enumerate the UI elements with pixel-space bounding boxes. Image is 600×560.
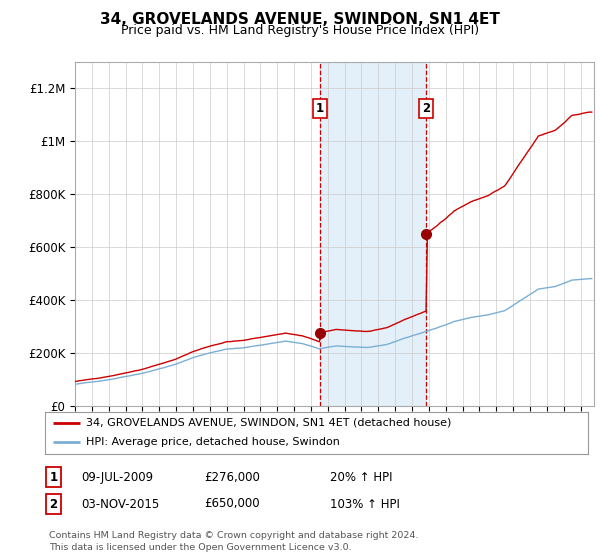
- Text: 09-JUL-2009: 09-JUL-2009: [81, 470, 153, 484]
- Text: 2: 2: [49, 497, 58, 511]
- Text: 34, GROVELANDS AVENUE, SWINDON, SN1 4ET (detached house): 34, GROVELANDS AVENUE, SWINDON, SN1 4ET …: [86, 418, 451, 428]
- Text: Price paid vs. HM Land Registry's House Price Index (HPI): Price paid vs. HM Land Registry's House …: [121, 24, 479, 37]
- Text: Contains HM Land Registry data © Crown copyright and database right 2024.
This d: Contains HM Land Registry data © Crown c…: [49, 531, 419, 552]
- Text: 03-NOV-2015: 03-NOV-2015: [81, 497, 159, 511]
- Text: 1: 1: [316, 101, 324, 115]
- Bar: [320, 62, 426, 406]
- Text: HPI: Average price, detached house, Swindon: HPI: Average price, detached house, Swin…: [86, 437, 340, 447]
- Text: 2: 2: [422, 101, 430, 115]
- Text: £650,000: £650,000: [204, 497, 260, 511]
- Text: 103% ↑ HPI: 103% ↑ HPI: [330, 497, 400, 511]
- Text: 34, GROVELANDS AVENUE, SWINDON, SN1 4ET: 34, GROVELANDS AVENUE, SWINDON, SN1 4ET: [100, 12, 500, 27]
- Text: 20% ↑ HPI: 20% ↑ HPI: [330, 470, 392, 484]
- Text: £276,000: £276,000: [204, 470, 260, 484]
- Text: 1: 1: [49, 470, 58, 484]
